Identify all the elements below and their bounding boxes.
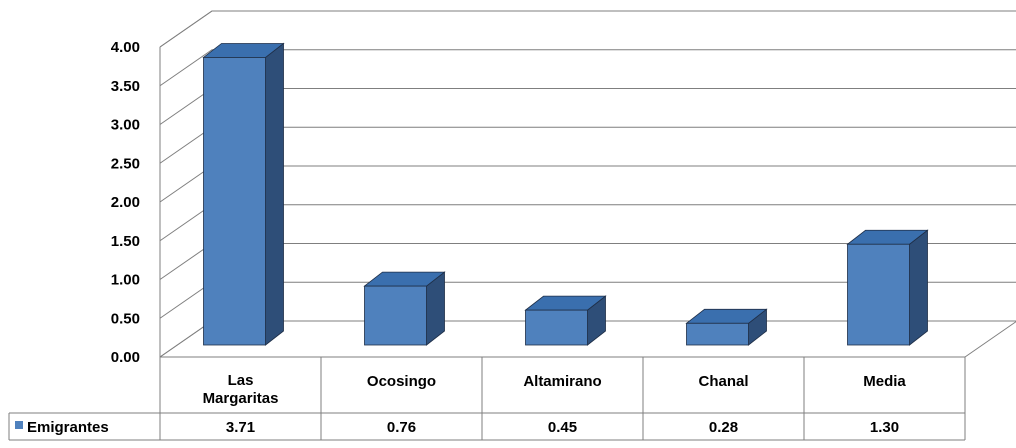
bar-5 xyxy=(846,229,929,346)
y-tick-label: 4.00 xyxy=(111,39,140,56)
category-label: Altamirano xyxy=(523,373,601,390)
y-tick-label: 0.00 xyxy=(111,349,140,366)
data-label: 3.71 xyxy=(226,419,255,436)
category-label: Chanal xyxy=(698,373,748,390)
legend-swatch xyxy=(15,421,23,429)
data-table: Las Margaritas Ocosingo Altamirano Chanal Med… xyxy=(8,357,966,441)
data-label: 1.30 xyxy=(870,419,899,436)
bar-side xyxy=(265,42,284,346)
y-axis-ticks: 0.00 0.50 1.00 1.50 2.00 2.50 3.00 3.50 4.00 xyxy=(111,39,140,366)
data-label: 0.76 xyxy=(387,419,416,436)
bar-front xyxy=(364,285,427,346)
category-label: Media xyxy=(863,373,906,390)
y-tick-label: 1.50 xyxy=(111,233,140,250)
bar-3 xyxy=(524,295,607,346)
y-tick-label: 2.00 xyxy=(111,194,140,211)
category-label: Ocosingo xyxy=(367,373,436,390)
y-tick-label: 3.00 xyxy=(111,117,140,134)
bars xyxy=(202,42,929,346)
bar-front xyxy=(203,57,266,346)
bar-front xyxy=(686,322,749,346)
bar-front xyxy=(847,243,910,346)
bar-front xyxy=(525,309,588,346)
bar-4 xyxy=(685,308,768,346)
gridline xyxy=(159,10,1016,48)
y-tick-label: 2.50 xyxy=(111,155,140,172)
legend-label: Emigrantes xyxy=(27,419,109,436)
y-tick-label: 3.50 xyxy=(111,78,140,95)
gridline xyxy=(159,165,1016,203)
bar-1 xyxy=(202,42,285,346)
data-label: 0.28 xyxy=(709,419,738,436)
gridline xyxy=(159,126,1016,164)
bar-side xyxy=(909,229,928,346)
category-label: Las Margaritas xyxy=(203,372,279,407)
y-tick-label: 0.50 xyxy=(111,310,140,327)
gridline xyxy=(159,88,1016,125)
bar-2 xyxy=(363,271,446,346)
y-tick-label: 1.00 xyxy=(111,272,140,289)
gridline xyxy=(159,49,1016,87)
data-label: 0.45 xyxy=(548,419,577,436)
